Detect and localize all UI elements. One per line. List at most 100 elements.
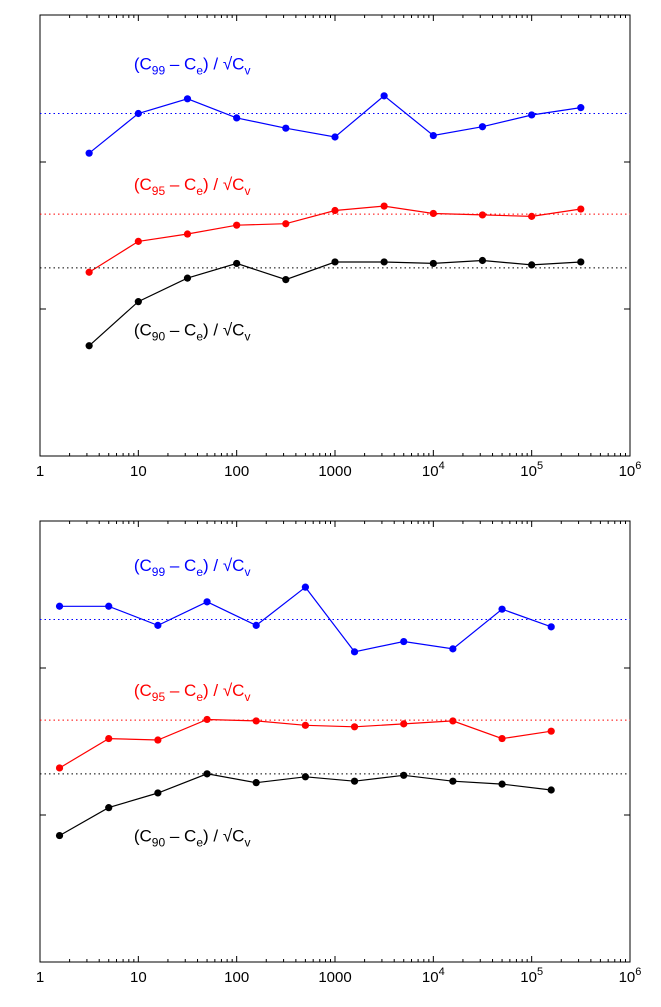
x-tick-label: 1000 <box>318 463 351 480</box>
data-point <box>331 133 339 141</box>
x-tick-label: 1000 <box>318 969 351 986</box>
data-point <box>577 205 585 213</box>
data-point <box>55 602 64 610</box>
data-point <box>282 276 290 284</box>
data-point <box>203 598 211 606</box>
data-point <box>350 777 359 785</box>
data-point <box>282 124 290 132</box>
annotation-subscript: v <box>244 835 250 849</box>
x-tick-label: 105 <box>520 966 543 986</box>
data-point <box>85 342 93 350</box>
data-point <box>183 95 192 103</box>
series-1: (C99 – Ce) / √Cv <box>40 54 630 157</box>
data-point <box>478 211 487 219</box>
x-tick-label: 100 <box>224 969 249 986</box>
data-point <box>105 734 113 743</box>
data-point <box>547 727 555 735</box>
annotation-subscript: e <box>196 329 203 343</box>
x-tick-label-exponent: 4 <box>439 966 445 978</box>
data-point <box>429 209 437 218</box>
x-tick-label-text: 1000 <box>318 969 351 986</box>
x-tick-label-text: 100 <box>224 969 249 986</box>
data-point <box>498 605 506 613</box>
data-point <box>301 773 309 781</box>
data-point <box>85 268 93 276</box>
x-tick-label-text: 10 <box>130 969 147 986</box>
data-point <box>105 602 113 610</box>
data-point <box>183 230 192 238</box>
data-point <box>400 771 408 779</box>
data-point <box>547 623 555 631</box>
chart-panel-2: 1 10 100 1000 104 105 106(C99 – Ce) / √Cv(C95 … <box>36 520 642 986</box>
series-1: (C99 – Ce) / √Cv <box>40 556 630 656</box>
x-tick-label-text: 1 <box>36 463 44 480</box>
x-tick-label: 106 <box>619 460 642 480</box>
x-tick-label-text: 100 <box>224 463 249 480</box>
x-tick-label-text: 1 <box>36 969 44 986</box>
data-point <box>400 720 408 728</box>
data-point <box>331 206 339 215</box>
data-point <box>134 298 142 306</box>
annotation-subscript: v <box>244 565 250 579</box>
series-annotation: (C90 – Ce) / √Cv <box>134 320 251 343</box>
data-point <box>331 258 339 266</box>
data-point <box>203 770 211 778</box>
x-tick-label-base: 10 <box>619 969 636 986</box>
series-annotation: (C90 – Ce) / √Cv <box>134 826 251 849</box>
annotation-subscript: v <box>244 63 250 77</box>
data-point <box>429 259 437 268</box>
data-point <box>350 723 359 731</box>
data-point <box>380 92 388 100</box>
annotation-subscript: e <box>196 565 203 579</box>
x-tick-label-text: 1000 <box>318 463 351 480</box>
data-point <box>252 621 260 629</box>
x-tick-label-exponent: 6 <box>635 966 641 978</box>
x-tick-label: 100 <box>224 463 249 480</box>
series-line <box>88 95 581 154</box>
x-tick-label-base: 10 <box>619 463 636 480</box>
data-point <box>154 789 162 797</box>
x-tick-label: 106 <box>619 966 642 986</box>
data-point <box>154 736 162 744</box>
series-annotation: (C99 – Ce) / √Cv <box>134 556 251 579</box>
annotation-subscript: 99 <box>152 63 166 77</box>
x-tick-label-exponent: 6 <box>635 460 641 472</box>
data-point <box>252 717 260 725</box>
x-tick-label: 1 <box>36 463 44 480</box>
data-point <box>528 212 536 220</box>
x-tick-label-base: 10 <box>422 969 439 986</box>
x-tick-label: 10 <box>130 463 147 480</box>
data-point <box>429 131 437 140</box>
data-point <box>252 779 260 787</box>
data-point <box>478 123 487 131</box>
data-point <box>233 259 241 268</box>
data-point <box>55 831 64 840</box>
annotation-subscript: e <box>196 63 203 77</box>
x-tick-label-base: 10 <box>520 463 537 480</box>
data-point <box>577 104 585 112</box>
x-tick-label: 1 <box>36 969 44 986</box>
data-point <box>528 261 536 269</box>
series-3: (C90 – Ce) / √Cv <box>40 256 630 350</box>
series-annotation: (C99 – Ce) / √Cv <box>134 54 251 77</box>
x-tick-label: 104 <box>422 460 445 480</box>
annotation-subscript: v <box>244 329 250 343</box>
annotation-subscript: v <box>244 184 250 198</box>
x-tick-label: 104 <box>422 966 445 986</box>
data-point <box>282 220 290 228</box>
annotation-subscript: e <box>196 690 203 704</box>
x-tick-label-base: 10 <box>520 969 537 986</box>
annotation-subscript: 95 <box>152 690 166 704</box>
series-annotation: (C95 – Ce) / √Cv <box>134 175 251 198</box>
data-point <box>301 721 309 729</box>
data-point <box>203 715 211 724</box>
annotation-subscript: 99 <box>152 565 166 579</box>
data-point <box>154 621 162 629</box>
data-point <box>105 804 113 812</box>
data-point <box>577 258 585 266</box>
data-point <box>380 258 388 266</box>
data-point <box>528 111 536 119</box>
series-annotation: (C95 – Ce) / √Cv <box>134 681 251 704</box>
data-point <box>498 780 506 788</box>
